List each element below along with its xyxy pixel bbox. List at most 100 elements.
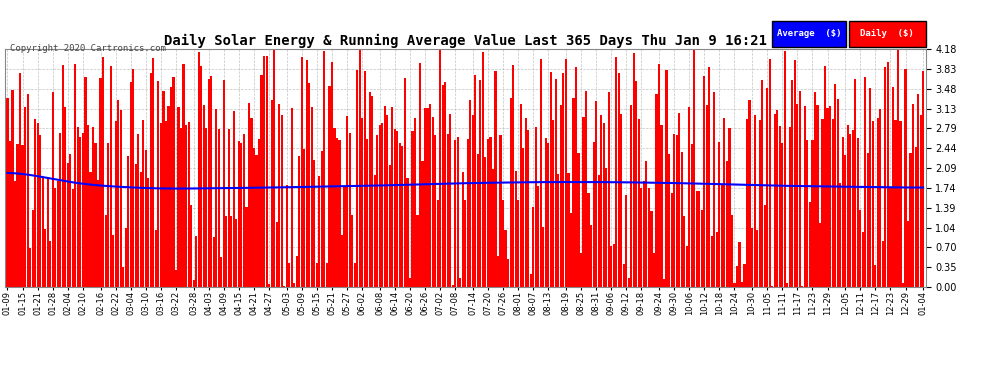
Bar (22, 145, 24, 287)
Bar (538, 186, 540, 287)
Bar (311, 107, 313, 287)
Bar (321, 151, 323, 287)
Bar (771, 286, 773, 287)
Bar (552, 120, 554, 287)
Bar (739, 242, 741, 287)
Bar (713, 92, 716, 287)
Bar (776, 110, 778, 287)
Bar (246, 207, 248, 287)
Bar (832, 119, 834, 287)
Bar (660, 125, 662, 287)
Bar (520, 104, 522, 287)
Bar (198, 52, 200, 287)
Bar (215, 110, 218, 287)
Bar (829, 106, 832, 287)
Bar (726, 160, 728, 287)
Bar (533, 207, 535, 287)
Bar (339, 140, 341, 287)
Bar (849, 134, 851, 287)
Bar (138, 134, 140, 287)
Bar (236, 219, 238, 287)
Bar (27, 94, 29, 287)
Bar (107, 143, 109, 287)
Bar (429, 104, 432, 287)
Bar (213, 237, 215, 287)
Bar (464, 200, 466, 287)
Bar (440, 50, 442, 287)
Bar (260, 75, 262, 287)
Bar (910, 153, 912, 287)
Bar (154, 230, 157, 287)
Bar (582, 117, 585, 287)
Bar (135, 164, 137, 287)
Bar (489, 137, 491, 287)
Bar (746, 118, 748, 287)
Bar (562, 73, 564, 287)
Bar (9, 141, 11, 287)
Bar (743, 264, 745, 287)
Bar (595, 102, 597, 287)
Bar (145, 150, 147, 287)
Bar (580, 253, 582, 287)
Bar (817, 105, 819, 287)
Bar (897, 49, 899, 287)
Bar (296, 256, 298, 287)
Bar (505, 230, 507, 287)
Bar (577, 153, 579, 287)
Bar (59, 133, 61, 287)
Bar (459, 278, 461, 287)
Bar (806, 140, 809, 287)
Bar (363, 71, 365, 287)
Bar (172, 77, 174, 287)
Bar (691, 144, 693, 287)
Bar (414, 118, 416, 287)
Bar (308, 83, 311, 287)
Bar (77, 127, 79, 287)
Bar (115, 121, 117, 287)
Bar (182, 64, 184, 287)
Bar (286, 185, 288, 287)
Bar (670, 192, 672, 287)
Bar (693, 50, 695, 287)
Bar (45, 229, 47, 287)
Bar (273, 50, 275, 287)
Bar (373, 176, 376, 287)
Bar (756, 230, 758, 287)
Bar (399, 143, 401, 287)
Bar (824, 66, 826, 287)
Bar (250, 118, 252, 287)
Bar (510, 98, 512, 287)
Bar (346, 116, 348, 287)
Bar (719, 142, 721, 287)
Bar (79, 137, 81, 287)
Bar (768, 59, 771, 287)
Bar (507, 259, 509, 287)
Bar (708, 67, 711, 287)
Bar (466, 140, 469, 287)
Bar (515, 171, 517, 287)
Bar (331, 62, 333, 287)
Bar (84, 77, 86, 287)
Bar (879, 110, 881, 287)
Bar (248, 103, 250, 287)
Bar (29, 248, 31, 287)
Bar (837, 99, 839, 287)
Bar (316, 263, 318, 287)
Bar (165, 121, 167, 287)
Bar (530, 274, 532, 287)
Bar (905, 69, 907, 287)
Bar (133, 69, 135, 287)
Bar (570, 213, 572, 287)
Bar (170, 87, 172, 287)
Bar (889, 188, 892, 287)
Bar (636, 81, 638, 287)
Bar (180, 128, 182, 287)
Text: Daily  ($): Daily ($) (860, 29, 914, 38)
Bar (641, 188, 643, 287)
Bar (32, 210, 34, 287)
Bar (112, 235, 114, 287)
Bar (12, 90, 14, 287)
Bar (502, 200, 504, 287)
Bar (102, 57, 104, 287)
Bar (391, 107, 393, 287)
